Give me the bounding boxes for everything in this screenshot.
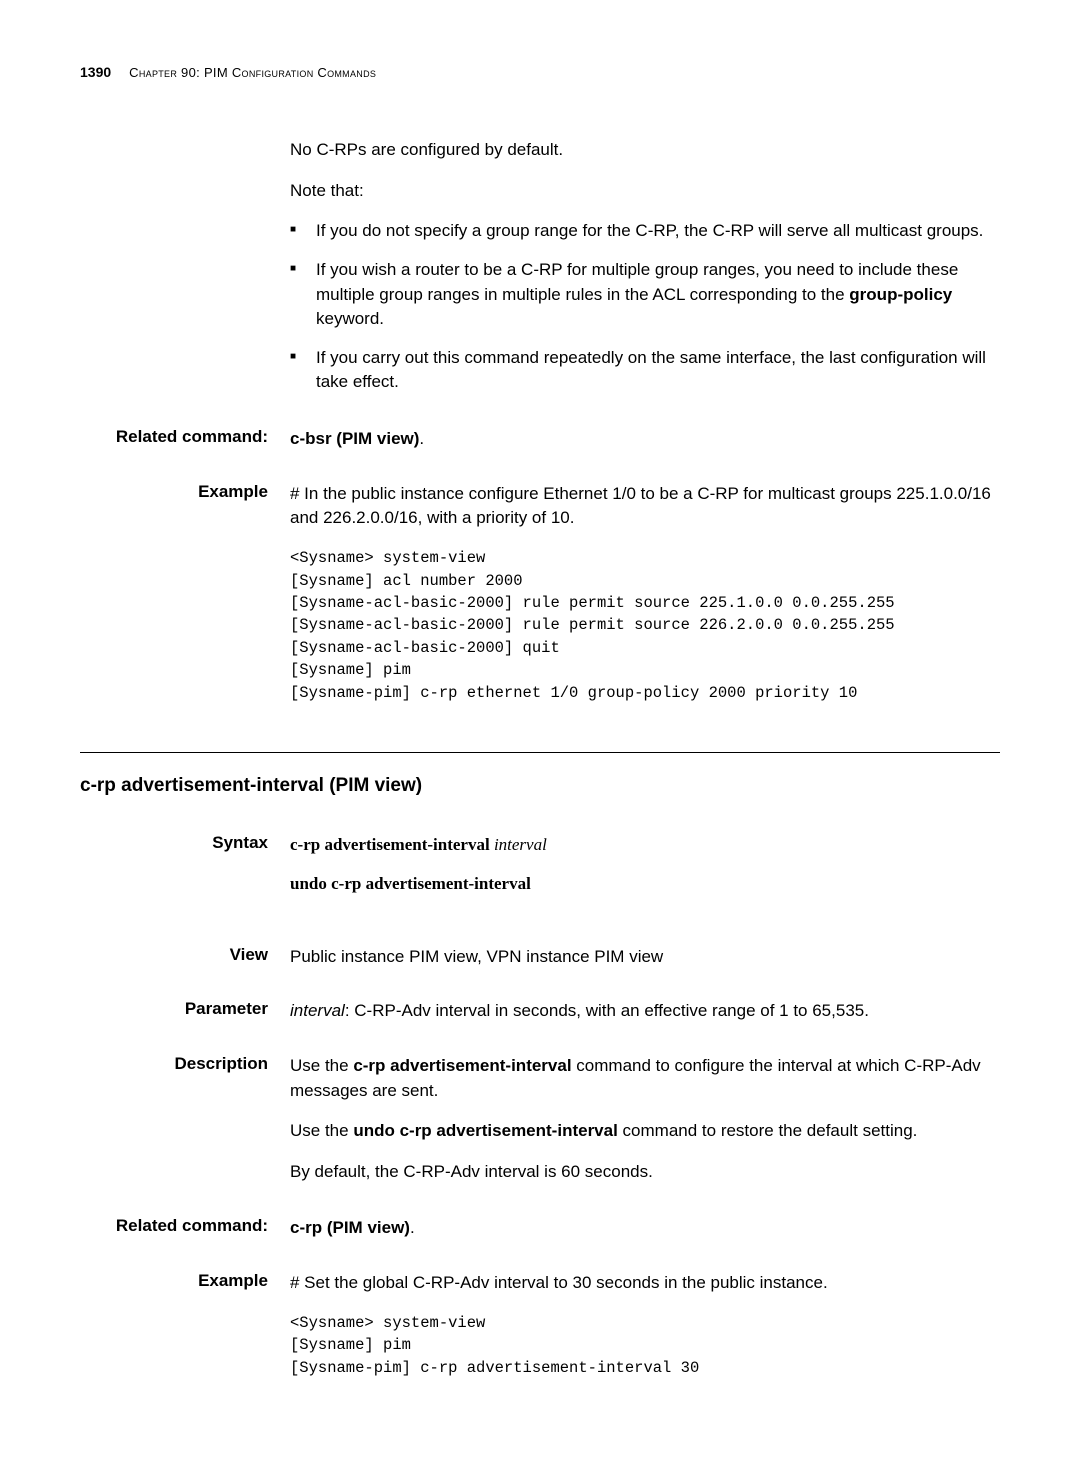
view-text: Public instance PIM view, VPN instance P… [290, 945, 1000, 970]
bullet-item: If you wish a router to be a C-RP for mu… [290, 258, 1000, 332]
example-label: Example [80, 482, 290, 705]
example-code-2: <Sysname> system-view [Sysname] pim [Sys… [290, 1312, 1000, 1379]
example-desc: # In the public instance configure Ether… [290, 482, 1000, 531]
description-label: Description [80, 1054, 290, 1201]
related-label: Related command: [80, 427, 290, 452]
page: 1390 Chapter 90: PIM Configuration Comma… [0, 0, 1080, 1475]
syntax-row: Syntax c-rp advertisement-interval inter… [80, 833, 1000, 896]
view-row: View Public instance PIM view, VPN insta… [80, 945, 1000, 970]
related-text-2: c-rp (PIM view) [290, 1218, 410, 1237]
description-row: Description Use the c-rp advertisement-i… [80, 1054, 1000, 1201]
parameter-row: Parameter interval: C-RP-Adv interval in… [80, 999, 1000, 1024]
related-command-row: Related command: c-bsr (PIM view). [80, 427, 1000, 452]
example-label-2: Example [80, 1271, 290, 1379]
related-command-row-2: Related command: c-rp (PIM view). [80, 1216, 1000, 1241]
section-title: c-rp advertisement-interval (PIM view) [80, 752, 1000, 797]
example-desc-2: # Set the global C-RP-Adv interval to 30… [290, 1271, 1000, 1296]
example-row: Example # In the public instance configu… [80, 482, 1000, 705]
example-code: <Sysname> system-view [Sysname] acl numb… [290, 547, 1000, 704]
bullet-item: If you carry out this command repeatedly… [290, 346, 1000, 395]
parameter-label: Parameter [80, 999, 290, 1024]
view-label: View [80, 945, 290, 970]
chapter-title: Chapter 90: PIM Configuration Commands [129, 65, 376, 80]
page-number: 1390 [80, 64, 111, 80]
syntax-cmd: c-rp advertisement-interval interval [290, 833, 1000, 858]
note-intro: Note that: [290, 179, 1000, 204]
desc-p3: By default, the C-RP-Adv interval is 60 … [290, 1160, 1000, 1185]
intro-line: No C-RPs are configured by default. [290, 138, 1000, 163]
page-header: 1390 Chapter 90: PIM Configuration Comma… [80, 64, 1000, 80]
desc-p2: Use the undo c-rp advertisement-interval… [290, 1119, 1000, 1144]
bullet-item: If you do not specify a group range for … [290, 219, 1000, 244]
related-label-2: Related command: [80, 1216, 290, 1241]
related-text: c-bsr (PIM view) [290, 429, 419, 448]
note-bullets: If you do not specify a group range for … [290, 219, 1000, 395]
example-row-2: Example # Set the global C-RP-Adv interv… [80, 1271, 1000, 1379]
syntax-label: Syntax [80, 833, 290, 896]
desc-p1: Use the c-rp advertisement-interval comm… [290, 1054, 1000, 1103]
intro-block: No C-RPs are configured by default. Note… [80, 138, 1000, 411]
syntax-undo: undo c-rp advertisement-interval [290, 872, 1000, 897]
